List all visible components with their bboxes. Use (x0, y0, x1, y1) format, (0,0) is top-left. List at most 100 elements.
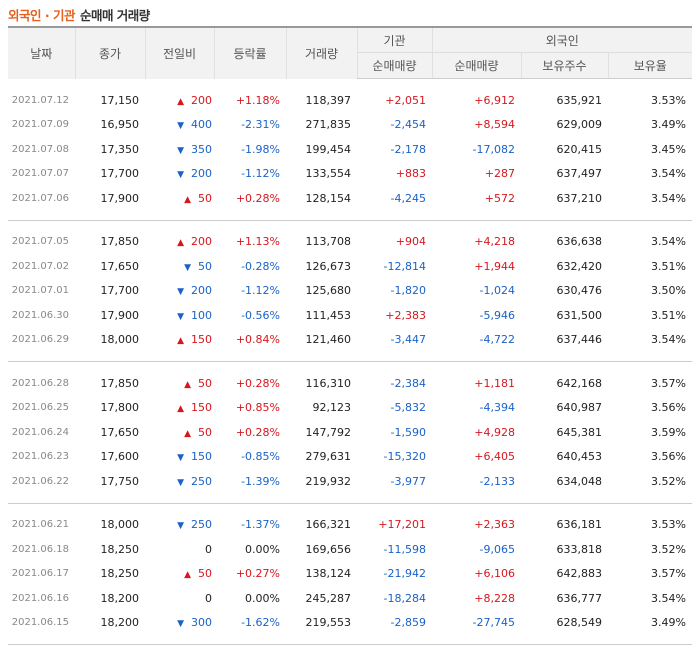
foreign-holding-cell: 642,883 (521, 562, 608, 587)
close-cell: 18,000 (75, 328, 145, 353)
foreign-net-cell: -1,024 (432, 279, 521, 304)
volume-cell: 199,454 (286, 137, 357, 162)
foreign-ratio-cell: 3.51% (608, 254, 692, 279)
change-value: 200 (191, 94, 212, 107)
date-cell: 2021.06.21 (8, 513, 75, 538)
foreign-holding-cell: 636,777 (521, 586, 608, 611)
institution-net-cell: -11,598 (357, 537, 432, 562)
header-institution-net: 순매매량 (357, 53, 432, 79)
foreign-holding-cell: 640,453 (521, 445, 608, 470)
rate-cell: -2.31% (214, 113, 286, 138)
change-cell: ▼ 350 (145, 137, 214, 162)
close-cell: 16,950 (75, 113, 145, 138)
change-value: 250 (191, 475, 212, 488)
institution-net-cell: -3,447 (357, 328, 432, 353)
close-cell: 17,800 (75, 396, 145, 421)
triangle-down-icon: ▼ (177, 146, 184, 156)
institution-net-cell: -2,384 (357, 371, 432, 396)
foreign-ratio-cell: 3.53% (608, 513, 692, 538)
change-value: 0 (205, 592, 212, 605)
header-foreign-holding: 보유주수 (521, 53, 608, 79)
title-volume-label: 순매매 거래량 (80, 5, 150, 24)
volume-cell: 279,631 (286, 445, 357, 470)
change-cell: ▼300 (145, 611, 214, 636)
volume-cell: 126,673 (286, 254, 357, 279)
foreign-ratio-cell: 3.54% (608, 586, 692, 611)
foreign-holding-cell: 640,987 (521, 396, 608, 421)
foreign-net-cell: +572 (432, 186, 521, 211)
rate-cell: 0.00% (214, 537, 286, 562)
date-cell: 2021.07.09 (8, 113, 75, 138)
institution-net-cell: -15,320 (357, 445, 432, 470)
institution-net-cell: +883 (357, 162, 432, 187)
triangle-up-icon: ▲ (177, 238, 184, 248)
volume-cell: 92,123 (286, 396, 357, 421)
date-cell: 2021.07.05 (8, 230, 75, 255)
foreign-ratio-cell: 3.52% (608, 537, 692, 562)
separator-cell (8, 79, 692, 89)
rate-cell: +0.28% (214, 371, 286, 396)
institution-net-cell: -1,820 (357, 279, 432, 304)
rate-cell: -0.56% (214, 303, 286, 328)
change-value: 150 (191, 401, 212, 414)
separator-cell (8, 645, 692, 654)
foreign-net-cell: -5,946 (432, 303, 521, 328)
row-separator (8, 362, 692, 372)
foreign-holding-cell: 631,500 (521, 303, 608, 328)
date-cell: 2021.06.23 (8, 445, 75, 470)
institution-net-cell: -12,814 (357, 254, 432, 279)
change-value: 200 (191, 235, 212, 248)
header-change: 전일비 (145, 27, 214, 79)
triangle-down-icon: ▼ (177, 521, 184, 531)
institution-net-cell: -2,178 (357, 137, 432, 162)
foreign-ratio-cell: 3.54% (608, 186, 692, 211)
header-rate: 등락률 (214, 27, 286, 79)
row-separator (8, 211, 692, 221)
triangle-down-icon: ▼ (177, 287, 184, 297)
change-value: 200 (191, 167, 212, 180)
volume-cell: 271,835 (286, 113, 357, 138)
header-close: 종가 (75, 27, 145, 79)
date-cell: 2021.06.28 (8, 371, 75, 396)
header-foreign-ratio: 보유율 (608, 53, 692, 79)
date-cell: 2021.06.25 (8, 396, 75, 421)
institution-net-cell: -5,832 (357, 396, 432, 421)
foreign-ratio-cell: 3.51% (608, 303, 692, 328)
volume-cell: 219,932 (286, 469, 357, 494)
close-cell: 18,200 (75, 611, 145, 636)
triangle-down-icon: ▼ (177, 453, 184, 463)
foreign-holding-cell: 629,009 (521, 113, 608, 138)
date-cell: 2021.07.08 (8, 137, 75, 162)
volume-cell: 169,656 (286, 537, 357, 562)
date-cell: 2021.06.22 (8, 469, 75, 494)
close-cell: 18,250 (75, 537, 145, 562)
triangle-up-icon: ▲ (184, 195, 191, 205)
institution-net-cell: -2,859 (357, 611, 432, 636)
volume-cell: 113,708 (286, 230, 357, 255)
date-cell: 2021.06.24 (8, 420, 75, 445)
foreign-net-cell: -27,745 (432, 611, 521, 636)
foreign-net-cell: +1,944 (432, 254, 521, 279)
institution-net-cell: -18,284 (357, 586, 432, 611)
change-cell: ▲150 (145, 328, 214, 353)
institution-net-cell: -21,942 (357, 562, 432, 587)
institution-net-cell: -1,590 (357, 420, 432, 445)
change-cell: ▼400 (145, 113, 214, 138)
foreign-holding-cell: 634,048 (521, 469, 608, 494)
rate-cell: +1.18% (214, 88, 286, 113)
rate-cell: -0.28% (214, 254, 286, 279)
change-value: 50 (198, 192, 212, 205)
change-cell: ▲200 (145, 88, 214, 113)
change-cell: ▼150 (145, 445, 214, 470)
foreign-holding-cell: 645,381 (521, 420, 608, 445)
change-value: 350 (191, 143, 212, 156)
